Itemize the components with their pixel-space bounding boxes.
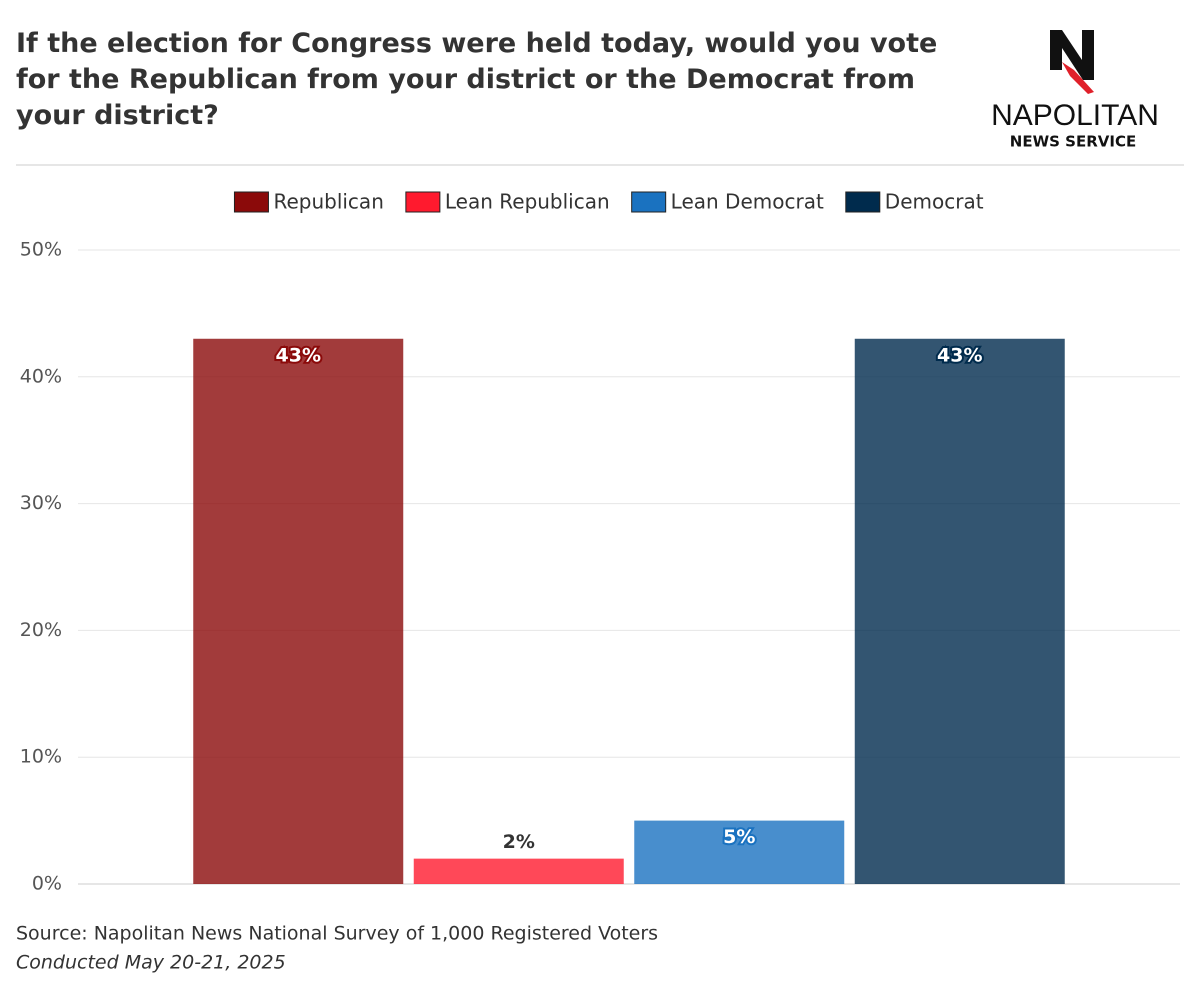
logo-accent	[1062, 62, 1094, 94]
note: Conducted May 20-21, 2025	[16, 952, 286, 974]
source: Source: Napolitan News National Survey o…	[16, 923, 658, 945]
bar	[854, 338, 1065, 884]
y-tick-label: 0%	[32, 873, 62, 895]
logo-tagline: NEWS SERVICE	[1010, 133, 1136, 151]
data-label: 5%	[723, 826, 755, 848]
logo: NAPOLITAN NEWS SERVICE	[991, 30, 1159, 151]
legend-swatch	[631, 191, 667, 213]
logo-name: NAPOLITAN	[991, 99, 1159, 132]
data-label: 43%	[937, 344, 982, 366]
legend-swatch	[845, 191, 881, 213]
bar	[413, 858, 624, 884]
legend-label: Lean Democrat	[671, 190, 824, 214]
chart-title: If the election for Congress were held t…	[16, 28, 938, 131]
y-tick-label: 40%	[20, 365, 62, 387]
legend-label: Lean Republican	[445, 190, 610, 214]
legend-label: Democrat	[885, 190, 984, 214]
y-tick-label: 50%	[20, 239, 62, 261]
legend-swatch	[405, 191, 441, 213]
y-tick-label: 10%	[20, 746, 62, 768]
logo-mark	[1050, 30, 1094, 80]
data-label: 43%	[276, 344, 321, 366]
bar	[634, 820, 845, 884]
y-tick-label: 30%	[20, 492, 62, 514]
legend-swatch	[233, 191, 269, 213]
y-tick-label: 20%	[20, 619, 62, 641]
bar	[193, 338, 404, 884]
legend-label: Republican	[273, 190, 383, 214]
data-label: 2%	[503, 831, 535, 853]
